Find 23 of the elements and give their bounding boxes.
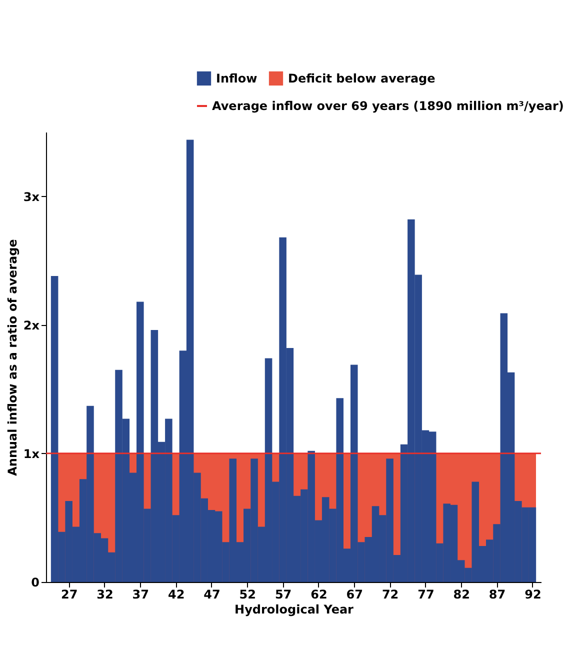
x-tick-label: 27: [60, 588, 78, 602]
x-tick-label: 87: [488, 588, 506, 602]
x-tick-label: 57: [274, 588, 292, 602]
legend-label: Average inflow over 69 years (1890 million m³/year): [212, 99, 564, 113]
x-tick-label: 92: [524, 588, 542, 602]
x-tick-label: 82: [453, 588, 470, 602]
legend-label: Deficit below average: [288, 71, 436, 86]
x-tick-label: 42: [168, 588, 185, 602]
x-axis-title: Hydrological Year: [234, 602, 354, 616]
x-tick-label: 32: [96, 588, 114, 602]
y-tick-label: 0: [31, 576, 40, 590]
x-tick-label: 52: [239, 588, 256, 602]
y-tick-label: 1x: [23, 446, 40, 461]
legend-label: Inflow: [216, 71, 258, 86]
y-axis-title: Annual inflow as a ratio of average: [5, 239, 20, 476]
x-tick-label: 47: [204, 588, 220, 602]
x-tick-label: 67: [346, 588, 363, 602]
x-tick-label: 62: [310, 588, 328, 602]
x-tick-label: 72: [382, 588, 399, 602]
y-tick-label: 2x: [23, 318, 40, 332]
x-tick-label: 77: [418, 588, 434, 602]
y-tick-label: 3x: [23, 190, 40, 204]
x-tick-label: 37: [132, 588, 150, 602]
